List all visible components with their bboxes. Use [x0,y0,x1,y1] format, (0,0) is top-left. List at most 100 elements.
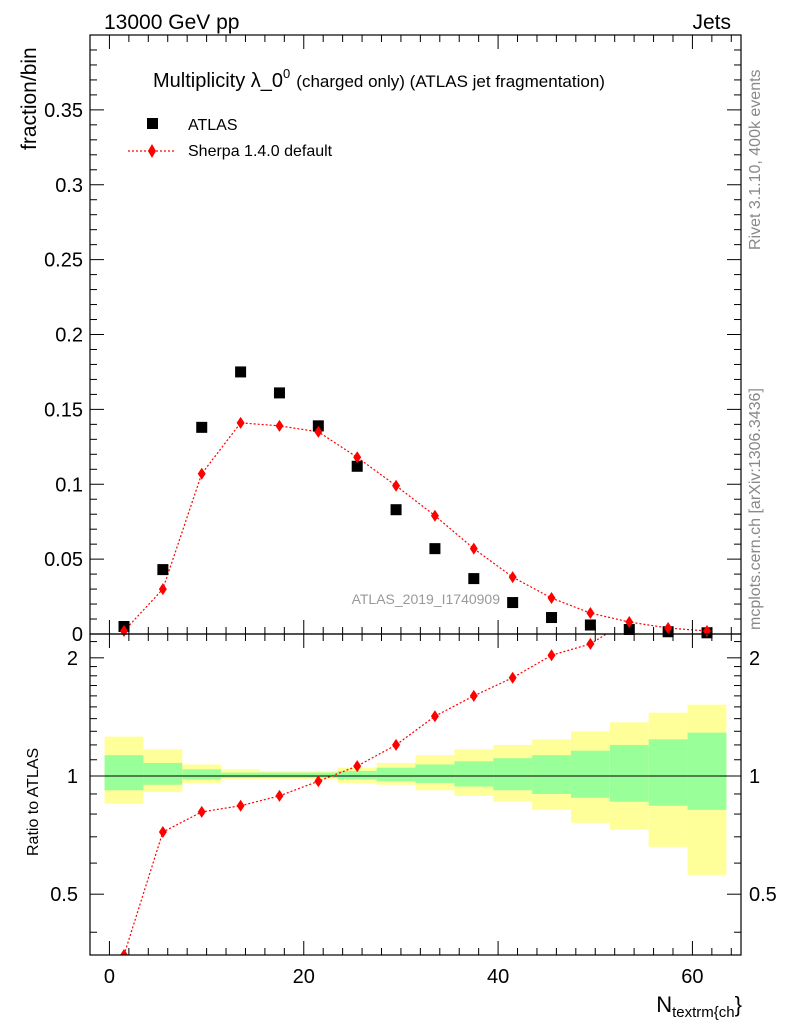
ratio-sherpa-point [236,799,245,812]
ratio-yticklabel-right: 1 [749,766,760,788]
main-yticklabel: 0.35 [44,100,83,122]
ratio-yticklabel-right: 2 [749,648,760,670]
atlas-point [157,564,169,576]
main-yticklabel: 0.25 [44,250,83,272]
sherpa-point [547,592,556,605]
ratio-sherpa-point [547,649,556,662]
sherpa-point [236,416,245,429]
x-axis-label-sub: textrm{ch [672,1004,735,1021]
atlas-point [273,387,285,399]
sherpa-point [508,571,517,584]
ratio-xticklabel: 40 [487,966,509,988]
legend-label-atlas: ATLAS [188,117,238,134]
ratio-sherpa-line [123,634,608,955]
ratio-sherpa-point [508,671,517,684]
x-axis-label-tail: } [735,992,742,1017]
ratio-band-inner [687,732,727,810]
ratio-band-inner [532,755,571,794]
legend-marker-sherpa [148,144,156,158]
mcplots-label: mcplots.cern.ch [arXiv:1306.3436] [747,388,764,630]
sherpa-point [392,479,401,492]
ratio-band-inner [454,761,494,787]
ratio-band-inner [143,762,183,785]
sherpa-point [586,607,595,620]
ratio-band-inner [337,770,377,780]
atlas-point [429,543,441,555]
sherpa-point [314,425,323,438]
ratio-sherpa-point [275,789,284,802]
ratio-band-inner [376,767,416,782]
header-right: Jets [692,11,731,34]
sherpa-point [625,616,634,629]
ratio-yticklabel: 2 [67,648,78,670]
atlas-point [623,624,635,636]
main-marks [118,366,713,639]
plot-title: Multiplicity λ_00 (charged only) (ATLAS j… [153,66,605,92]
main-yticklabel: 0.1 [55,474,83,496]
plot-title-main: Multiplicity λ_0 [153,70,283,92]
ratio-sherpa-point [314,775,323,788]
ratio-band-inner [221,772,261,778]
ratio-yticklabel-right: 0.5 [749,884,777,906]
ratio-sherpa-point [469,689,478,702]
x-axis-label: Ntextrm{ch} [656,992,742,1021]
ratio-xticklabel: 20 [293,966,315,988]
legend-label-sherpa: Sherpa 1.4.0 default [188,143,333,160]
sherpa-point [469,542,478,555]
header-left: 13000 GeV pp [104,11,239,34]
ratio-yticklabel: 1 [67,766,78,788]
ratio-marks [120,634,608,955]
ratio-sherpa-point [353,760,362,773]
ratio-band-inner [104,755,144,791]
main-yticklabel: 0.3 [55,175,83,197]
main-yticklabel: 0.2 [55,325,83,347]
ratio-xticklabel: 60 [681,966,703,988]
axes: 00.050.10.150.20.250.30.350 20 40 600.5 0.51… [44,35,777,988]
ratio-sherpa-group [120,634,608,955]
rivet-label: Rivet 3.1.10, 400k events [747,69,764,250]
ratio-band-inner [260,772,299,778]
sherpa-point [430,509,439,522]
ratio-sherpa-point [392,738,401,751]
main-yticklabel: 0.15 [44,399,83,421]
atlas-point [235,366,247,378]
atlas-point [196,421,208,433]
ratio-band-inner [648,739,688,806]
ratio-band-inner [182,769,222,780]
sherpa-point [275,419,284,432]
sherpa-point [197,467,206,480]
analysis-watermark: ATLAS_2019_I1740909 [352,591,501,607]
main-ylabel: fraction/bin [18,47,41,150]
atlas-point [468,573,480,585]
ratio-sherpa-point [430,710,439,723]
ratio-sherpa-point [197,805,206,818]
sherpa-point [158,583,167,596]
ratio-band-inner [415,764,455,783]
ratio-band-inner [298,772,338,778]
legend-marker-atlas [147,118,158,129]
atlas-point [507,597,519,609]
plot-title-sup: 0 [283,66,290,81]
atlas-point [546,612,558,624]
atlas-point [584,619,596,631]
x-axis-label-main: N [656,992,672,1017]
ratio-band-inner [493,758,533,791]
atlas-point [390,504,402,516]
atlas-point [351,460,363,472]
sherpa-point [353,451,362,464]
ratio-frame [89,633,742,956]
ratio-band-inner [570,750,610,798]
plot-title-rest: (charged only) (ATLAS jet fragmentation) [296,72,605,91]
ratio-band-inner [609,744,649,802]
ratio-sherpa-point [586,637,595,650]
ratio-ylabel: Ratio to ATLAS [25,748,42,856]
ratio-sherpa-point [120,949,129,955]
ratio-xticklabel: 0 [104,966,115,988]
ratio-sherpa-point [158,826,167,839]
ratio-yticklabel: 0.5 [50,884,78,906]
sherpa-line [123,422,708,632]
legend: ATLAS Sherpa 1.4.0 default [128,117,333,160]
main-yticklabel: 0 [72,624,83,646]
main-yticklabel: 0.05 [44,549,83,571]
